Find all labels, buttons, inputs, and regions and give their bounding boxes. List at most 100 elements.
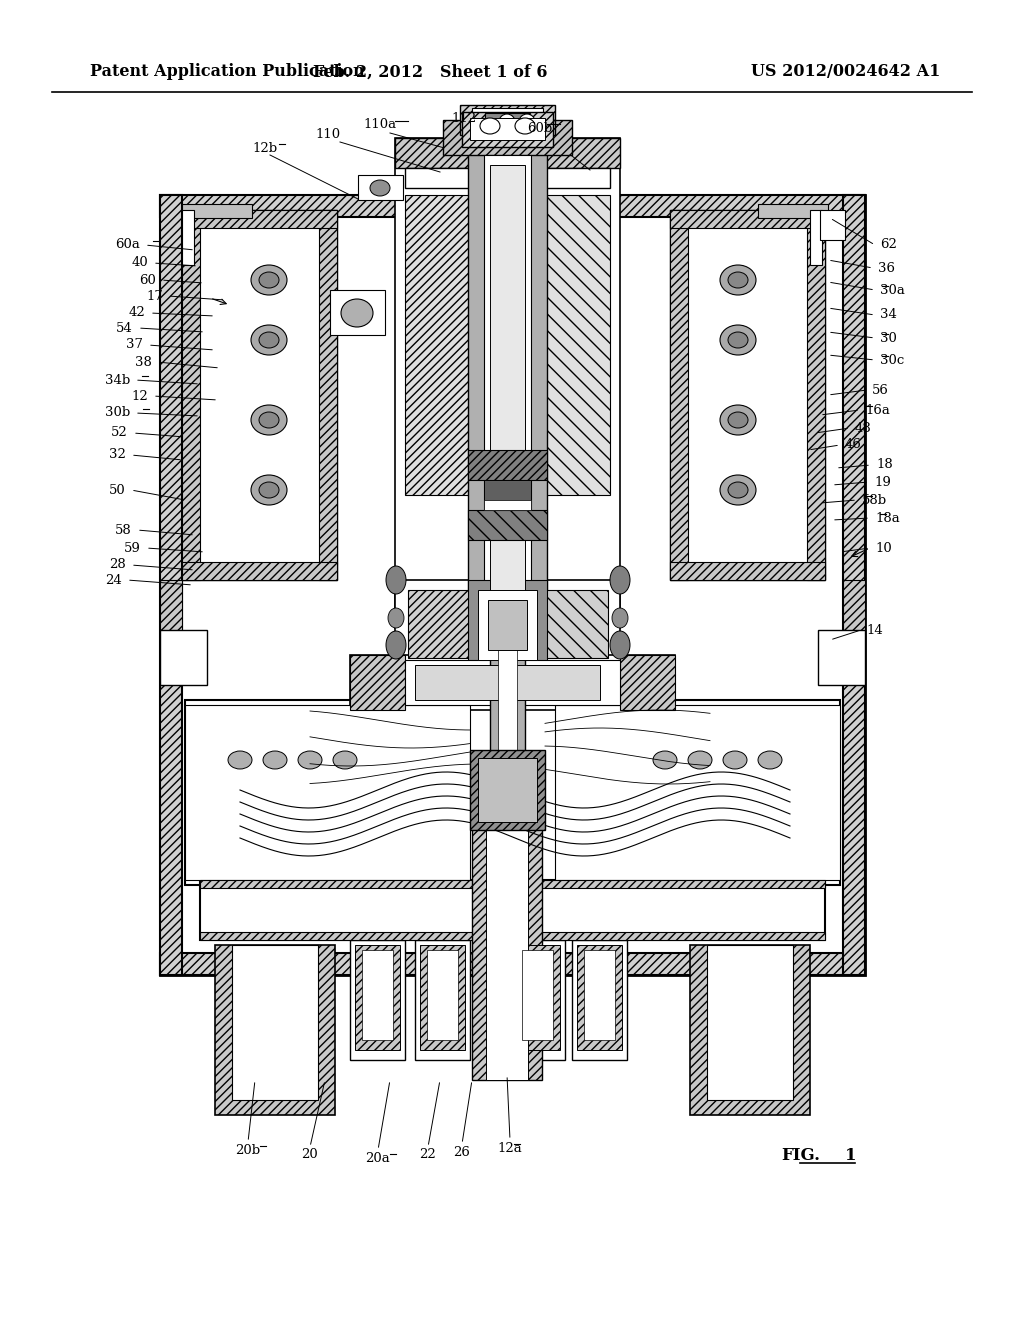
Ellipse shape [720, 405, 756, 436]
Ellipse shape [720, 265, 756, 294]
Text: 28: 28 [110, 558, 126, 572]
Bar [818, 630, 865, 685]
Text: 30a: 30a [880, 284, 905, 297]
Bar [515, 945, 560, 1049]
Ellipse shape [386, 631, 406, 659]
Text: 54: 54 [117, 322, 133, 334]
Text: 110a: 110a [364, 119, 396, 132]
Ellipse shape [298, 751, 322, 770]
Bar [406, 660, 620, 705]
Bar [670, 210, 688, 579]
Text: 59: 59 [124, 541, 141, 554]
Text: 112: 112 [452, 111, 476, 124]
Text: 48: 48 [855, 421, 871, 434]
Text: 12a: 12a [498, 1142, 522, 1155]
Ellipse shape [480, 117, 500, 135]
Bar [843, 195, 865, 975]
Bar [807, 210, 825, 579]
Bar [395, 139, 620, 168]
Text: 12: 12 [131, 389, 148, 403]
Bar [182, 562, 337, 579]
Bar [530, 590, 608, 657]
Text: 42: 42 [128, 306, 145, 319]
Bar [350, 655, 406, 710]
Bar [200, 932, 825, 940]
Bar [468, 510, 547, 540]
Text: 62: 62 [880, 239, 897, 252]
Bar [472, 800, 542, 1080]
Bar [319, 210, 337, 579]
Text: Feb. 2, 2012   Sheet 1 of 6: Feb. 2, 2012 Sheet 1 of 6 [312, 63, 547, 81]
Bar [478, 758, 537, 822]
Bar [515, 195, 610, 495]
Ellipse shape [720, 475, 756, 506]
Bar [460, 106, 555, 135]
Text: 60b: 60b [527, 121, 553, 135]
Text: 26: 26 [454, 1146, 470, 1159]
Ellipse shape [728, 272, 748, 288]
Bar [577, 945, 622, 1049]
Ellipse shape [758, 751, 782, 770]
Ellipse shape [263, 751, 287, 770]
Ellipse shape [723, 751, 746, 770]
Bar [486, 800, 528, 1080]
Bar [707, 945, 793, 1100]
Ellipse shape [333, 751, 357, 770]
Ellipse shape [341, 300, 373, 327]
Text: 32: 32 [110, 449, 126, 462]
Text: 40: 40 [131, 256, 148, 269]
Bar [182, 210, 194, 265]
Ellipse shape [653, 751, 677, 770]
Text: 10: 10 [874, 541, 892, 554]
Bar [406, 195, 500, 495]
Ellipse shape [728, 482, 748, 498]
Bar [443, 120, 572, 154]
Bar [670, 562, 825, 579]
Bar [620, 655, 675, 710]
Bar [468, 450, 547, 480]
Bar [185, 700, 840, 884]
Bar [215, 945, 335, 1115]
Bar [395, 139, 620, 628]
Text: 34b: 34b [104, 374, 130, 387]
Bar [670, 210, 825, 228]
Ellipse shape [251, 265, 287, 294]
Bar [584, 950, 615, 1040]
Ellipse shape [370, 180, 390, 195]
Text: 20b: 20b [236, 1143, 260, 1156]
Ellipse shape [515, 117, 535, 135]
Ellipse shape [610, 631, 630, 659]
Bar [690, 945, 810, 1115]
Text: 30: 30 [880, 331, 897, 345]
Bar [350, 940, 406, 1060]
Bar [160, 195, 182, 975]
Bar [820, 210, 845, 240]
Text: 60: 60 [139, 273, 156, 286]
Text: 38: 38 [135, 355, 152, 368]
Text: 16a: 16a [865, 404, 890, 417]
Text: 20a: 20a [366, 1151, 390, 1164]
Bar [415, 940, 470, 1060]
Ellipse shape [612, 609, 628, 628]
Text: 110: 110 [315, 128, 341, 141]
Text: FIG.: FIG. [781, 1147, 820, 1163]
Ellipse shape [688, 751, 712, 770]
Bar [488, 601, 527, 649]
Text: 17: 17 [146, 289, 163, 302]
Ellipse shape [519, 114, 535, 129]
Text: 36: 36 [878, 261, 895, 275]
Text: 58b: 58b [862, 494, 887, 507]
Bar [420, 945, 465, 1049]
Text: US 2012/0024642 A1: US 2012/0024642 A1 [751, 63, 940, 81]
Bar [810, 210, 822, 265]
Ellipse shape [259, 333, 279, 348]
Bar [510, 940, 565, 1060]
Ellipse shape [228, 751, 252, 770]
Ellipse shape [251, 475, 287, 506]
Bar [522, 950, 553, 1040]
Bar [427, 950, 458, 1040]
Ellipse shape [259, 412, 279, 428]
Bar [485, 114, 530, 129]
Ellipse shape [728, 412, 748, 428]
Bar [182, 210, 337, 579]
